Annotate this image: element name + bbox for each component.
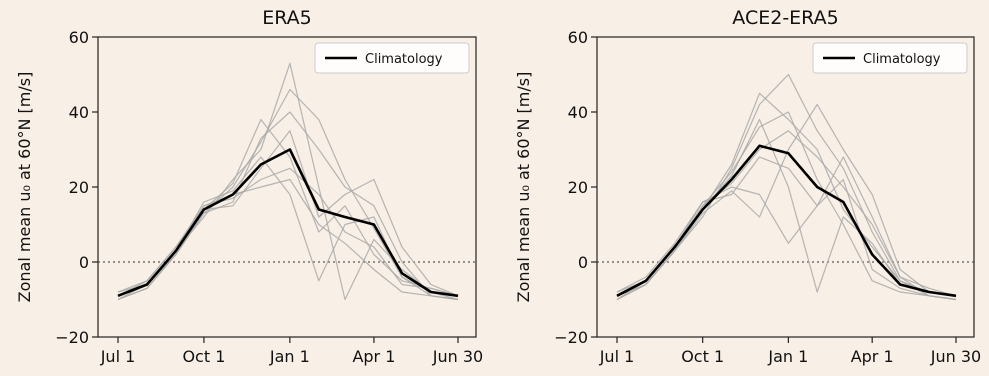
y-tick-label: 40 — [69, 103, 89, 122]
member-series-line-7 — [616, 156, 957, 301]
x-tick-label: Jul 1 — [599, 347, 635, 366]
member-series-line-5 — [616, 118, 957, 297]
y-axis-label: Zonal mean u₀ at 60°N [m/s] — [514, 72, 533, 303]
plot-area — [616, 73, 957, 301]
member-series-line-8 — [616, 92, 957, 297]
chart-title: ERA5 — [262, 7, 312, 29]
member-series-line-6 — [616, 130, 957, 301]
member-series-line-4 — [117, 130, 459, 301]
y-tick-label: −20 — [554, 328, 588, 347]
legend-entry: Climatology — [863, 52, 941, 67]
y-tick-label: 0 — [578, 253, 588, 272]
x-tick-label: Jun 30 — [930, 347, 981, 366]
chart-panel-1: ERA5 −20 0 20 40 60 Jul 1 Oct 1 Jan 1 Apr 1 Jun 30… — [15, 7, 483, 366]
member-series-line-2 — [616, 156, 957, 297]
member-series-line-4 — [616, 103, 957, 301]
member-series-line-1 — [616, 73, 957, 301]
y-tick-label: 20 — [568, 178, 588, 197]
legend: Climatology — [812, 42, 968, 74]
legend-box — [812, 42, 968, 74]
legend-box — [314, 42, 470, 74]
y-tick-label: 60 — [568, 28, 588, 47]
x-tick-label: Jul 1 — [100, 347, 136, 366]
climatology-series-line — [117, 148, 459, 298]
x-tick-label: Jan 1 — [269, 347, 310, 366]
y-tick-label: −20 — [55, 328, 89, 347]
member-series-line-3 — [616, 111, 957, 301]
x-tick-label: Jun 30 — [432, 347, 483, 366]
y-axis-label: Zonal mean u₀ at 60°N [m/s] — [15, 72, 34, 303]
y-tick-label: 0 — [79, 253, 89, 272]
member-series-line-7 — [117, 111, 459, 301]
x-tick-label: Apr 1 — [352, 347, 395, 366]
plot-frame — [97, 36, 477, 338]
x-tick-label: Oct 1 — [681, 347, 724, 366]
chart-panel-2: ACE2-ERA5 −20 0 20 40 60 Jul 1 Oct 1 Jan 1 Apr 1 J… — [514, 7, 981, 366]
legend-entry: Climatology — [365, 52, 443, 67]
member-series-line-6 — [117, 118, 459, 297]
plot-frame — [596, 36, 975, 338]
member-series-line-3 — [117, 62, 459, 301]
plot-area — [117, 62, 459, 301]
x-tick-label: Jan 1 — [767, 347, 808, 366]
legend: Climatology — [314, 42, 470, 74]
y-tick-label: 20 — [69, 178, 89, 197]
x-tick-label: Oct 1 — [182, 347, 225, 366]
chart-title: ACE2-ERA5 — [732, 7, 838, 29]
x-tick-label: Apr 1 — [851, 347, 894, 366]
y-tick-label: 40 — [568, 103, 588, 122]
member-series-line-5 — [117, 156, 459, 297]
climatology-series-line — [616, 144, 957, 298]
y-tick-label: 60 — [69, 28, 89, 47]
